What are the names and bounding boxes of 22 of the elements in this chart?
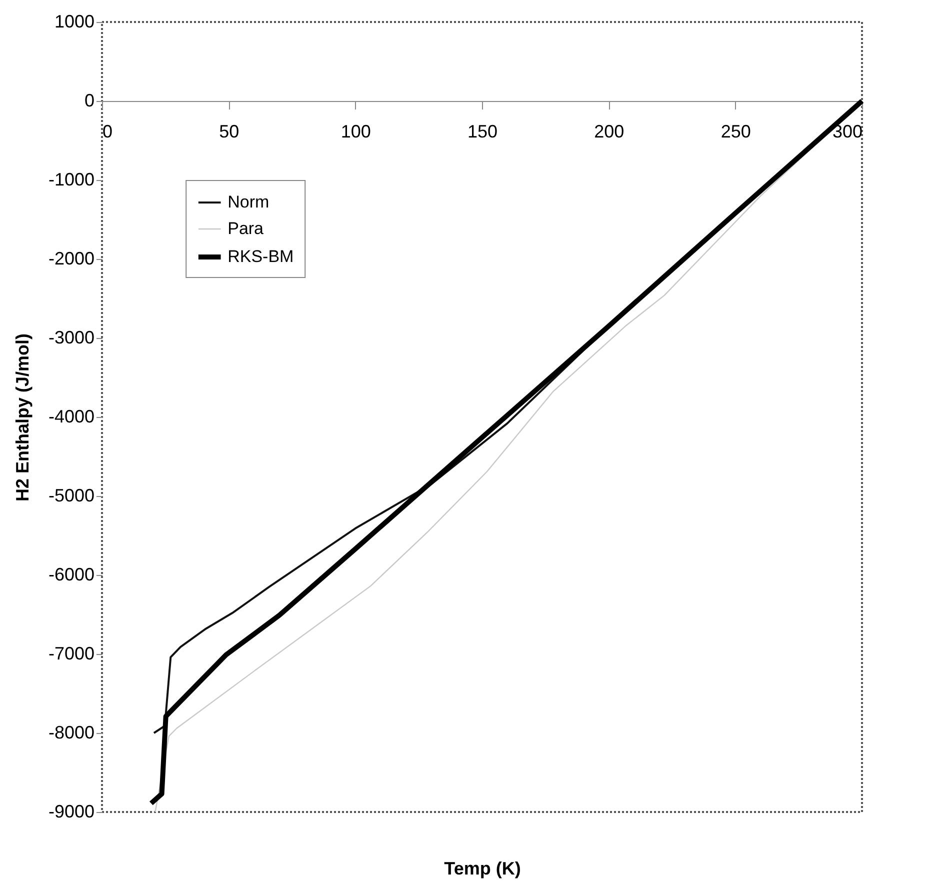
x-axis-title: Temp (K) [444, 858, 521, 878]
legend-label: Para [228, 219, 264, 238]
x-tick-label: 50 [219, 122, 240, 142]
y-tick-label: -5000 [48, 486, 94, 506]
legend-label: RKS-BM [228, 247, 294, 266]
y-tick-label: -4000 [48, 406, 94, 426]
x-tick-label: 250 [720, 122, 751, 142]
x-tick-label: 0 [102, 122, 113, 142]
y-tick-label: -3000 [48, 328, 94, 348]
x-tick-label: 100 [340, 122, 371, 142]
y-tick-label: -9000 [48, 802, 94, 822]
y-tick-label: 1000 [54, 12, 94, 32]
x-tick-label: 200 [594, 122, 624, 142]
y-tick-label: -2000 [48, 248, 94, 268]
y-tick-label: 0 [84, 90, 94, 110]
legend-label: Norm [228, 192, 270, 212]
y-tick-label: -1000 [48, 170, 94, 190]
x-tick-label: 150 [467, 122, 498, 142]
y-tick-label: -7000 [48, 644, 94, 664]
y-tick-label: -8000 [48, 722, 94, 742]
y-axis-title: H2 Enthalpy (J/mol) [12, 333, 32, 502]
y-tick-label: -6000 [48, 564, 94, 584]
